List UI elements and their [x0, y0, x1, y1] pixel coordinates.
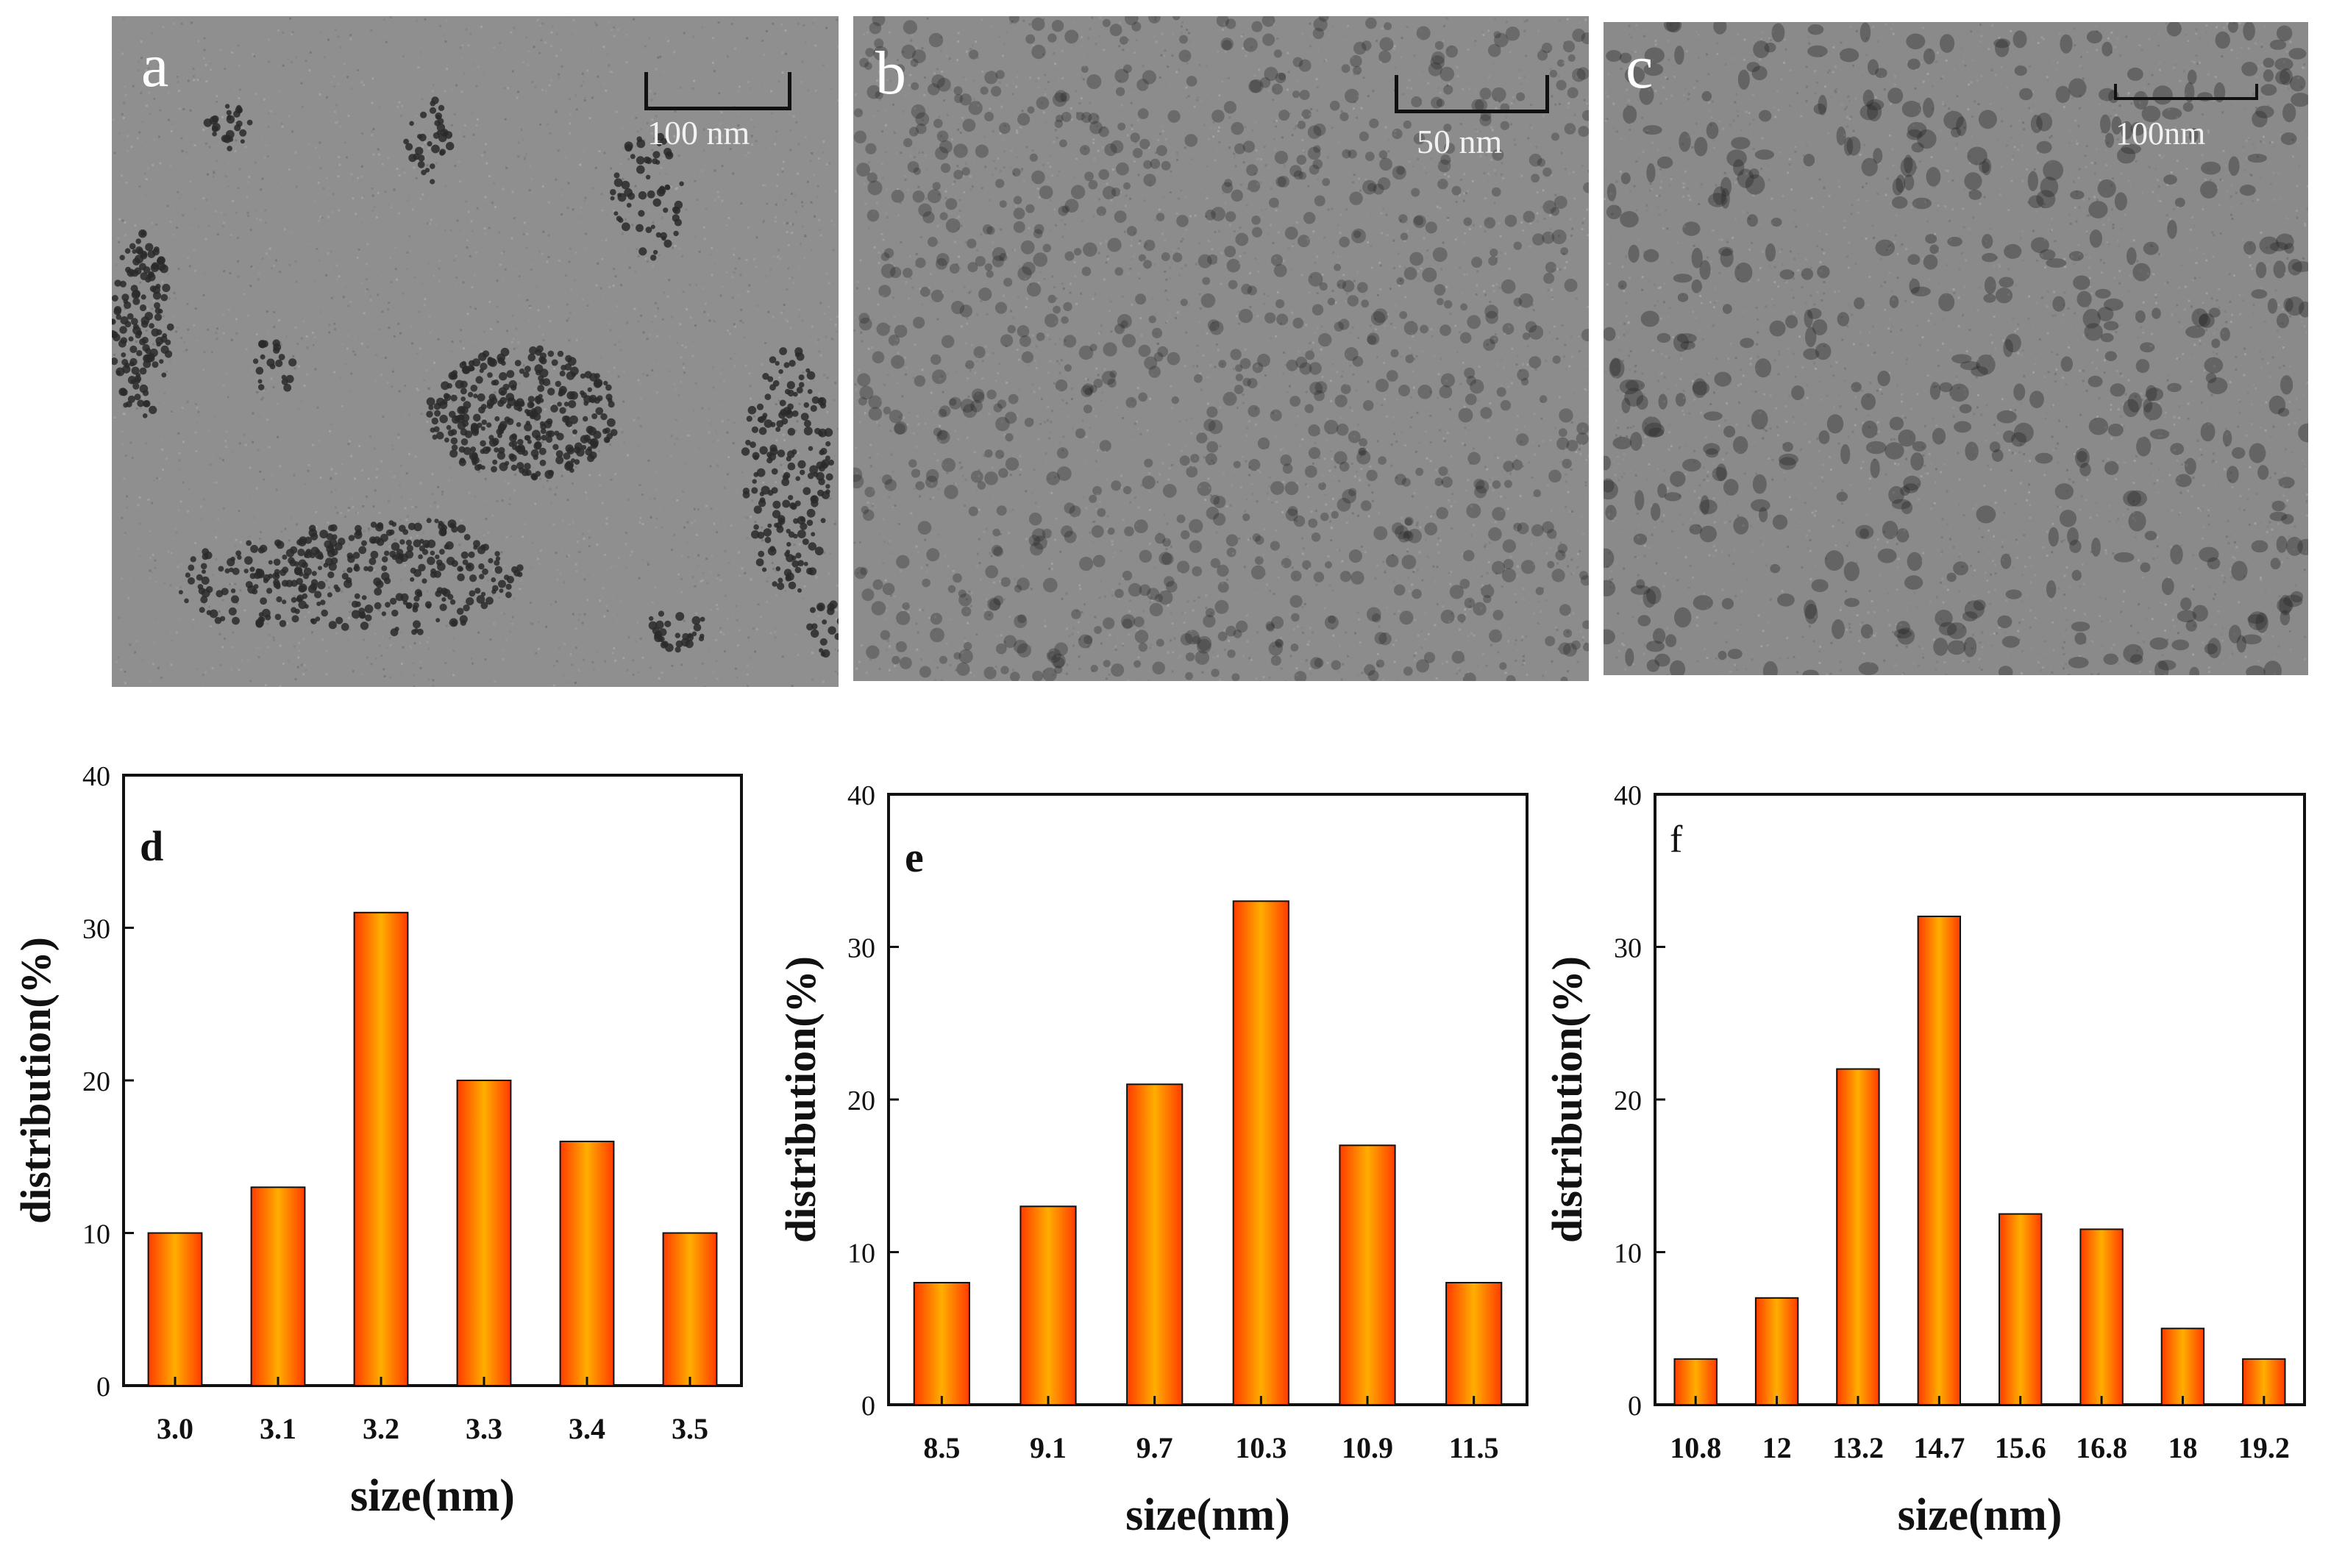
bar — [1445, 1282, 1503, 1405]
y-tick-label: 20 — [1614, 1086, 1642, 1116]
bar — [913, 1282, 970, 1405]
x-tick-label: 3.1 — [260, 1412, 296, 1445]
plot-frame — [1654, 793, 2306, 1406]
bar — [1917, 916, 1962, 1405]
panel-letter-a: a — [141, 32, 169, 100]
bar — [353, 911, 409, 1387]
y-axis-label: distribution(%) — [777, 956, 825, 1243]
x-tick-label: 12 — [1762, 1431, 1792, 1464]
bar — [662, 1232, 718, 1386]
scale-label-c: 100nm — [2115, 115, 2206, 152]
plot-frame — [122, 774, 743, 1387]
x-tick-label: 11.5 — [1449, 1431, 1499, 1464]
y-tick-label: 40 — [1614, 780, 1642, 811]
scale-bar-c — [2114, 84, 2258, 100]
bar — [1673, 1358, 1718, 1406]
y-tick-label: 0 — [861, 1391, 875, 1422]
x-tick-label: 10.3 — [1235, 1431, 1287, 1464]
tem-image-b: b 50 nm — [853, 16, 1589, 681]
x-axis-label: size(nm) — [1125, 1490, 1290, 1540]
y-tick-label: 20 — [847, 1086, 875, 1116]
scale-label-b: 50 nm — [1417, 123, 1503, 160]
histogram-d-svg: 0 10 20 30 40 3.0 3.1 3.2 3.3 3.4 3.5 d size(nm) dist… — [12, 761, 743, 1521]
x-tick-label: 8.5 — [923, 1431, 960, 1464]
histogram-d: 0 10 20 30 40 3.0 3.1 3.2 3.3 3.4 3.5 d size(nm) dist… — [0, 735, 780, 1568]
x-tick-label: 3.0 — [157, 1412, 193, 1445]
x-tick-label: 3.2 — [363, 1412, 399, 1445]
y-tick-label: 0 — [96, 1372, 110, 1403]
scale-bar-b — [1395, 75, 1549, 113]
y-tick-label: 30 — [1614, 933, 1642, 964]
x-axis-label: size(nm) — [350, 1471, 515, 1521]
x-tick-label: 9.7 — [1136, 1431, 1173, 1464]
y-axis-label: distribution(%) — [12, 937, 60, 1224]
bar — [2160, 1328, 2205, 1406]
bar — [1999, 1213, 2043, 1405]
x-tick-label: 14.7 — [1913, 1431, 1965, 1464]
x-tick-label: 15.6 — [1995, 1431, 2046, 1464]
tem-image-a: a 100 nm — [112, 16, 839, 687]
panel-letter: d — [140, 822, 163, 870]
scale-label-a: 100 nm — [647, 114, 750, 152]
x-tick-label: 10.9 — [1342, 1431, 1393, 1464]
y-tick-label: 30 — [847, 933, 875, 964]
x-tick-label: 13.2 — [1832, 1431, 1884, 1464]
y-tick-label: 10 — [1614, 1239, 1642, 1269]
scale-bar-a — [644, 72, 791, 110]
panel-letter: f — [1670, 819, 1683, 860]
x-tick-label: 10.8 — [1670, 1431, 1721, 1464]
x-tick-label: 18 — [2168, 1431, 2197, 1464]
bar — [250, 1186, 306, 1387]
plot-frame — [887, 793, 1529, 1406]
x-axis-label: size(nm) — [1898, 1490, 2063, 1540]
y-tick-label: 20 — [82, 1066, 110, 1097]
bar — [147, 1232, 203, 1386]
tem-texture-c — [1604, 22, 2308, 675]
histogram-e: 0 10 20 30 40 8.5 9.1 9.7 10.3 10.9 11.5 e size(nm) d… — [777, 735, 1552, 1568]
bar — [1836, 1068, 1880, 1405]
panel-letter-c: c — [1626, 33, 1654, 101]
y-tick-label: 0 — [1628, 1391, 1642, 1422]
panel-letter-b: b — [875, 39, 906, 107]
y-tick-label: 10 — [847, 1239, 875, 1269]
tem-texture-b — [853, 16, 1589, 681]
bar — [1339, 1144, 1396, 1406]
y-tick-label: 30 — [82, 914, 110, 945]
tem-texture-a — [112, 16, 839, 687]
y-tick-label: 40 — [847, 780, 875, 811]
x-tick-label: 3.5 — [672, 1412, 708, 1445]
y-tick-label: 10 — [82, 1219, 110, 1250]
histogram-f-svg: 0 10 20 30 40 10.8 12 13.2 14.7 15.6 16.8 18 19.2 f si… — [1543, 780, 2306, 1540]
bar — [1019, 1205, 1077, 1406]
bar — [1754, 1297, 1799, 1406]
bar — [456, 1080, 512, 1386]
panel-letter: e — [905, 833, 924, 881]
y-tick-label: 40 — [82, 761, 110, 792]
bar — [1126, 1083, 1184, 1406]
bar — [1232, 900, 1289, 1406]
y-axis-label: distribution(%) — [1543, 956, 1591, 1243]
x-tick-label: 3.3 — [466, 1412, 502, 1445]
tem-image-c: c 100nm — [1604, 22, 2308, 675]
x-tick-label: 16.8 — [2076, 1431, 2127, 1464]
x-tick-label: 19.2 — [2238, 1431, 2290, 1464]
bar — [559, 1141, 615, 1386]
histogram-f: 0 10 20 30 40 10.8 12 13.2 14.7 15.6 16.8 18 19.2 f si… — [1543, 735, 2331, 1568]
x-tick-label: 3.4 — [569, 1412, 605, 1445]
x-tick-label: 9.1 — [1030, 1431, 1067, 1464]
bar — [2079, 1228, 2124, 1406]
histogram-e-svg: 0 10 20 30 40 8.5 9.1 9.7 10.3 10.9 11.5 e size(nm) d… — [777, 780, 1529, 1540]
